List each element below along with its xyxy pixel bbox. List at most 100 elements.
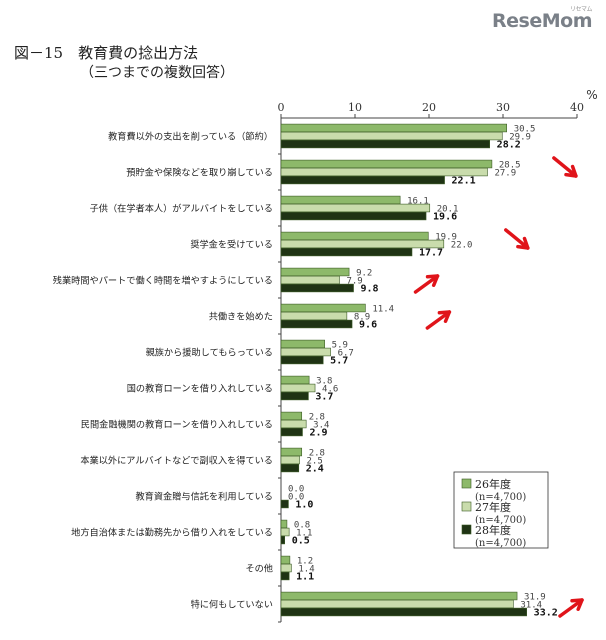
data-label: 28.5 xyxy=(499,160,521,170)
data-label: 30.5 xyxy=(514,124,536,134)
data-label: 9.8 xyxy=(361,283,379,294)
bar xyxy=(280,283,354,293)
legend-series-name: 27年度 xyxy=(475,500,511,514)
data-label: 1.2 xyxy=(297,556,313,566)
data-label: 22.0 xyxy=(451,240,473,250)
bar xyxy=(280,455,300,465)
logo-text: ReseMom xyxy=(492,10,592,32)
data-label: 0.5 xyxy=(292,535,310,546)
x-tick-label: 10 xyxy=(348,101,362,114)
chart-title: 図－15 教育費の捻出方法 xyxy=(14,44,199,62)
red-arrow-head-icon xyxy=(570,598,584,611)
legend-series-n: (n=4,700) xyxy=(475,538,526,549)
data-label: 2.5 xyxy=(307,456,323,466)
category-label: 地方自治体または勤務先から借り入れをしている xyxy=(71,527,273,539)
data-label: 31.9 xyxy=(524,592,546,602)
category-label: 教育資金贈与信託を利用している xyxy=(135,491,273,503)
bar xyxy=(280,355,324,365)
data-label: 0.0 xyxy=(288,492,304,502)
bar xyxy=(280,599,514,609)
bar xyxy=(280,303,366,313)
data-label: 0.8 xyxy=(294,520,310,530)
data-label: 4.6 xyxy=(322,384,338,394)
data-label: 29.9 xyxy=(509,132,531,142)
bar xyxy=(280,607,527,617)
category-label: 特に何もしていない xyxy=(191,599,273,611)
category-label: 共働きを始めた xyxy=(209,311,273,323)
bar xyxy=(280,131,503,141)
data-label: 3.4 xyxy=(313,420,329,430)
data-label: 31.4 xyxy=(520,600,542,610)
data-label: 1.1 xyxy=(296,571,314,582)
legend-series-name: 28年度 xyxy=(475,523,511,537)
unit-label: % xyxy=(586,88,597,102)
x-tick-label: 30 xyxy=(496,101,510,114)
red-arrow-head-icon xyxy=(564,164,578,178)
logo-sup-text: リセマム xyxy=(569,6,593,13)
category-label: 国の教育ローンを借り入れしている xyxy=(127,383,273,395)
category-label: 本業以外にアルバイトなどで副収入を得ている xyxy=(80,455,273,467)
data-label: 0.0 xyxy=(288,484,304,494)
bar xyxy=(280,211,427,221)
bar xyxy=(280,159,493,169)
bar xyxy=(280,463,300,473)
data-label: 9.6 xyxy=(359,319,377,330)
data-label: 7.9 xyxy=(346,276,362,286)
red-arrow-head-icon xyxy=(516,236,530,250)
bar xyxy=(280,563,292,573)
category-label: その他 xyxy=(245,563,273,575)
data-label: 19.9 xyxy=(435,232,457,242)
red-arrow-icon xyxy=(413,274,440,294)
legend-swatch xyxy=(461,478,472,489)
bar xyxy=(280,447,303,457)
bar xyxy=(280,427,303,437)
data-label: 5.7 xyxy=(330,355,348,366)
data-label: 1.0 xyxy=(295,499,313,510)
x-tick-label: 0 xyxy=(278,101,285,114)
bar xyxy=(280,339,325,349)
data-label: 16.1 xyxy=(407,196,429,206)
red-arrow-icon xyxy=(425,310,452,330)
data-label: 1.4 xyxy=(298,564,314,574)
bar xyxy=(280,555,291,565)
data-label: 2.9 xyxy=(309,427,327,438)
bar xyxy=(280,347,331,357)
bar xyxy=(280,319,353,329)
red-arrow-head-icon xyxy=(425,274,440,287)
data-label: 5.9 xyxy=(332,340,348,350)
data-label: 1.1 xyxy=(296,528,312,538)
bar xyxy=(280,195,401,205)
bar xyxy=(280,535,286,545)
red-arrow-icon xyxy=(552,156,578,178)
bar xyxy=(280,391,309,401)
category-label: 教育費以外の支出を削っている（節約） xyxy=(108,131,273,143)
bar xyxy=(280,139,490,149)
bar xyxy=(280,203,431,213)
data-label: 2.8 xyxy=(309,448,325,458)
category-label: 奨学金を受けている xyxy=(190,239,273,251)
legend-series-n: (n=4,700) xyxy=(475,515,526,526)
bar xyxy=(280,175,445,185)
legend-series-name: 26年度 xyxy=(475,477,511,491)
bar xyxy=(280,247,413,257)
data-label: 28.2 xyxy=(497,139,521,150)
bar xyxy=(280,411,303,421)
data-label: 3.7 xyxy=(315,391,333,402)
data-label: 20.1 xyxy=(437,204,459,214)
data-label: 19.6 xyxy=(433,211,457,222)
data-label: 2.4 xyxy=(306,463,324,474)
category-label: 民間金融機関の教育ローンを借り入れしている xyxy=(81,419,273,431)
chart-subtitle: （三つまでの複数回答） xyxy=(80,65,234,81)
bar xyxy=(280,123,507,133)
category-label: 預貯金や保険などを取り崩している xyxy=(126,167,273,179)
category-label: 残業時間やパートで働く時間を増やすようにしている xyxy=(53,275,273,287)
data-label: 17.7 xyxy=(419,247,443,258)
red-arrow-icon xyxy=(504,228,530,250)
x-tick-label: 40 xyxy=(570,101,584,114)
resemom-logo: ReseMom リセマム xyxy=(492,6,592,32)
data-label: 6.7 xyxy=(338,348,354,358)
bar xyxy=(280,499,289,509)
x-tick-label: 20 xyxy=(422,101,436,114)
bar xyxy=(280,591,518,601)
